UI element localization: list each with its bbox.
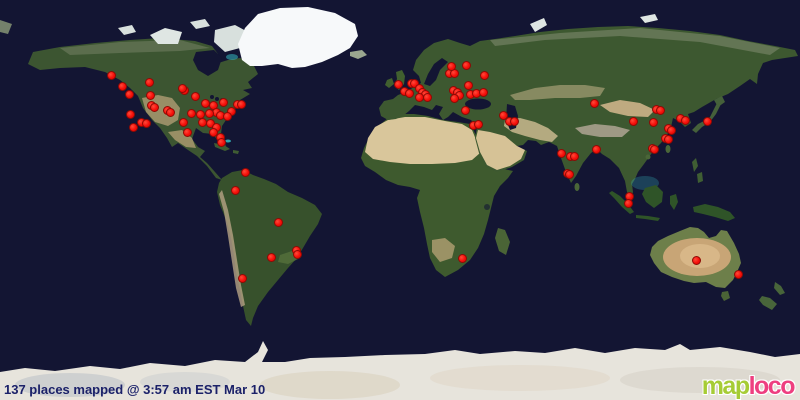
east-asian-islands (574, 96, 725, 191)
visitor-marker (128, 122, 138, 132)
visitor-marker (208, 127, 218, 137)
visitor-marker (569, 151, 579, 161)
visitor-marker (178, 117, 188, 127)
visitor-marker (218, 97, 228, 107)
continent-antarctica (0, 341, 800, 400)
visitor-marker (149, 102, 159, 112)
visitor-marker (204, 108, 214, 118)
visitor-marker (478, 87, 488, 97)
visitor-marker (273, 217, 283, 227)
greenland (238, 7, 658, 68)
logo-text-map: map (701, 371, 750, 400)
visitor-marker (393, 79, 403, 89)
visitor-marker (236, 99, 246, 109)
visitor-marker (509, 116, 519, 126)
visitor-marker (680, 115, 690, 125)
visitor-marker (190, 91, 200, 101)
visitor-marker (145, 90, 155, 100)
visitor-marker (666, 125, 676, 135)
visitor-marker (564, 169, 574, 179)
visitor-marker (292, 249, 302, 259)
visitor-marker (144, 77, 154, 87)
visitor-marker (177, 83, 187, 93)
visitor-marker (556, 148, 566, 158)
visitor-marker (125, 109, 135, 119)
visitor-marker (473, 119, 483, 129)
visitor-marker (409, 78, 419, 88)
continent-eurasia (379, 26, 798, 198)
visitor-marker (266, 252, 276, 262)
visitor-marker (106, 70, 116, 80)
visitor-marker (182, 127, 192, 137)
visitor-marker (237, 273, 247, 283)
visitor-marker (498, 110, 508, 120)
visitor-marker (141, 118, 151, 128)
visitor-marker (230, 185, 240, 195)
visitor-marker (186, 108, 196, 118)
visitor-marker (422, 92, 432, 102)
visitor-marker (240, 167, 250, 177)
visitor-marker (591, 144, 601, 154)
map-caption: 137 places mapped @ 3:57 am EST Mar 10 (4, 382, 266, 397)
visitor-marker (655, 105, 665, 115)
logo-text-loco: loco (748, 371, 796, 400)
visitor-marker (479, 70, 489, 80)
visitor-marker (216, 137, 226, 147)
visitor-marker (623, 198, 633, 208)
visitor-marker (460, 105, 470, 115)
visitor-marker (222, 111, 232, 121)
visitor-marker (648, 117, 658, 127)
visitor-marker (124, 89, 134, 99)
visitor-marker (702, 116, 712, 126)
visitor-marker (457, 253, 467, 263)
visitor-marker (446, 61, 456, 71)
continent-africa (361, 114, 513, 277)
visitor-marker (449, 93, 459, 103)
visitor-marker (733, 269, 743, 279)
visitor-marker (461, 60, 471, 70)
visitor-marker (663, 134, 673, 144)
visitor-marker (463, 80, 473, 90)
indonesia (609, 176, 735, 221)
visitor-marker (649, 144, 659, 154)
visitor-marker (691, 255, 701, 265)
visitor-marker (165, 107, 175, 117)
visitor-marker (117, 81, 127, 91)
visitor-marker (404, 88, 414, 98)
visitor-marker (628, 116, 638, 126)
visitor-marker (589, 98, 599, 108)
maploco-logo[interactable]: maploco (701, 371, 796, 400)
